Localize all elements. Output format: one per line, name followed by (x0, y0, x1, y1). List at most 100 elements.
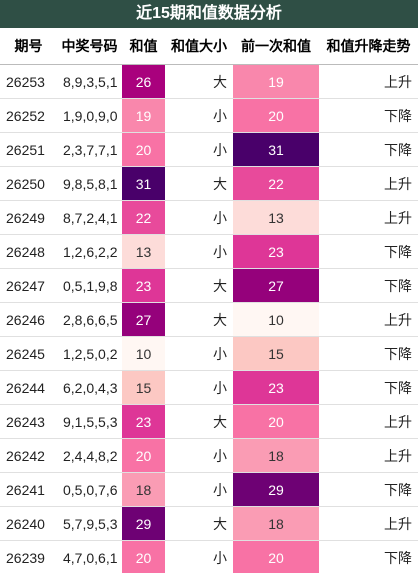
cell: 9,8,5,8,1 (57, 166, 122, 201)
cell: 下降 (319, 472, 418, 507)
row: 26242 2,4,4,8,2 20 小 18 上升 (0, 438, 418, 473)
cell: 26249 (0, 200, 57, 235)
row: 26253 8,9,3,5,1 26 大 19 上升 (0, 64, 418, 99)
heat-cell: 27 (233, 268, 319, 303)
header-cell: 期号 (0, 28, 57, 65)
header-row: 期号 中奖号码 和值 和值大小 前一次和值 和值升降走势 (0, 28, 418, 65)
cell: 9,1,5,5,3 (57, 404, 122, 439)
cell: 大 (165, 64, 233, 99)
heat-cell: 20 (122, 540, 165, 573)
row: 26248 1,2,6,2,2 13 小 23 下降 (0, 234, 418, 269)
heat-cell: 20 (122, 438, 165, 473)
cell: 下降 (319, 132, 418, 167)
cell: 2,4,4,8,2 (57, 438, 122, 473)
cell: 26250 (0, 166, 57, 201)
heat-cell: 31 (233, 132, 319, 167)
row: 26249 8,7,2,4,1 22 小 13 上升 (0, 200, 418, 235)
heat-cell: 20 (233, 98, 319, 133)
cell: 26243 (0, 404, 57, 439)
heat-cell: 23 (233, 370, 319, 405)
cell: 下降 (319, 234, 418, 269)
row: 26250 9,8,5,8,1 31 大 22 上升 (0, 166, 418, 201)
cell: 上升 (319, 64, 418, 99)
cell: 上升 (319, 506, 418, 541)
heat-cell: 20 (233, 404, 319, 439)
cell: 大 (165, 404, 233, 439)
heat-cell: 23 (122, 268, 165, 303)
cell: 0,5,1,9,8 (57, 268, 122, 303)
cell: 26239 (0, 540, 57, 573)
cell: 26248 (0, 234, 57, 269)
cell: 下降 (319, 98, 418, 133)
heat-cell: 23 (233, 234, 319, 269)
cell: 5,7,9,5,3 (57, 506, 122, 541)
cell: 26247 (0, 268, 57, 303)
row: 26243 9,1,5,5,3 23 大 20 上升 (0, 404, 418, 439)
header-cell: 和值大小 (165, 28, 233, 65)
cell: 小 (165, 132, 233, 167)
row: 26246 2,8,6,6,5 27 大 10 上升 (0, 302, 418, 337)
cell: 26252 (0, 98, 57, 133)
heat-cell: 19 (122, 98, 165, 133)
heat-cell: 18 (233, 506, 319, 541)
heat-cell: 18 (233, 438, 319, 473)
cell: 26246 (0, 302, 57, 337)
cell: 上升 (319, 302, 418, 337)
row: 26252 1,9,0,9,0 19 小 20 下降 (0, 98, 418, 133)
cell: 2,8,6,6,5 (57, 302, 122, 337)
cell: 下降 (319, 336, 418, 371)
cell: 26241 (0, 472, 57, 507)
cell: 小 (165, 98, 233, 133)
heat-cell: 15 (122, 370, 165, 405)
cell: 4,7,0,6,1 (57, 540, 122, 573)
heat-cell: 20 (122, 132, 165, 167)
cell: 大 (165, 302, 233, 337)
cell: 小 (165, 336, 233, 371)
heat-cell: 10 (233, 302, 319, 337)
cell: 上升 (319, 166, 418, 201)
cell: 小 (165, 438, 233, 473)
heat-cell: 29 (122, 506, 165, 541)
heat-cell: 13 (233, 200, 319, 235)
cell: 小 (165, 234, 233, 269)
row: 26247 0,5,1,9,8 23 大 27 下降 (0, 268, 418, 303)
cell: 大 (165, 166, 233, 201)
row: 26244 6,2,0,4,3 15 小 23 下降 (0, 370, 418, 405)
cell: 小 (165, 472, 233, 507)
cell: 大 (165, 506, 233, 541)
cell: 1,2,5,0,2 (57, 336, 122, 371)
cell: 26251 (0, 132, 57, 167)
row: 26239 4,7,0,6,1 20 小 20 下降 (0, 540, 418, 573)
cell: 下降 (319, 370, 418, 405)
heat-cell: 13 (122, 234, 165, 269)
header-cell: 中奖号码 (57, 28, 122, 65)
heat-cell: 19 (233, 64, 319, 99)
heat-cell: 18 (122, 472, 165, 507)
row: 26251 2,3,7,7,1 20 小 31 下降 (0, 132, 418, 167)
heat-cell: 31 (122, 166, 165, 201)
cell: 大 (165, 268, 233, 303)
row: 26245 1,2,5,0,2 10 小 15 下降 (0, 336, 418, 371)
cell: 1,9,0,9,0 (57, 98, 122, 133)
heat-cell: 27 (122, 302, 165, 337)
cell: 小 (165, 540, 233, 573)
title: 近15期和值数据分析 (0, 0, 418, 28)
row: 26240 5,7,9,5,3 29 大 18 上升 (0, 506, 418, 541)
heat-cell: 20 (233, 540, 319, 573)
cell: 下降 (319, 268, 418, 303)
heat-cell: 15 (233, 336, 319, 371)
heat-cell: 22 (122, 200, 165, 235)
cell: 8,7,2,4,1 (57, 200, 122, 235)
cell: 26240 (0, 506, 57, 541)
cell: 0,5,0,7,6 (57, 472, 122, 507)
heat-cell: 10 (122, 336, 165, 371)
table-body: 26253 8,9,3,5,1 26 大 19 上升 26252 1,9,0,9,0 19 小 20… (0, 64, 418, 573)
cell: 26253 (0, 64, 57, 99)
heat-cell: 29 (233, 472, 319, 507)
cell: 1,2,6,2,2 (57, 234, 122, 269)
heat-cell: 26 (122, 64, 165, 99)
cell: 小 (165, 200, 233, 235)
cell: 上升 (319, 200, 418, 235)
cell: 2,3,7,7,1 (57, 132, 122, 167)
